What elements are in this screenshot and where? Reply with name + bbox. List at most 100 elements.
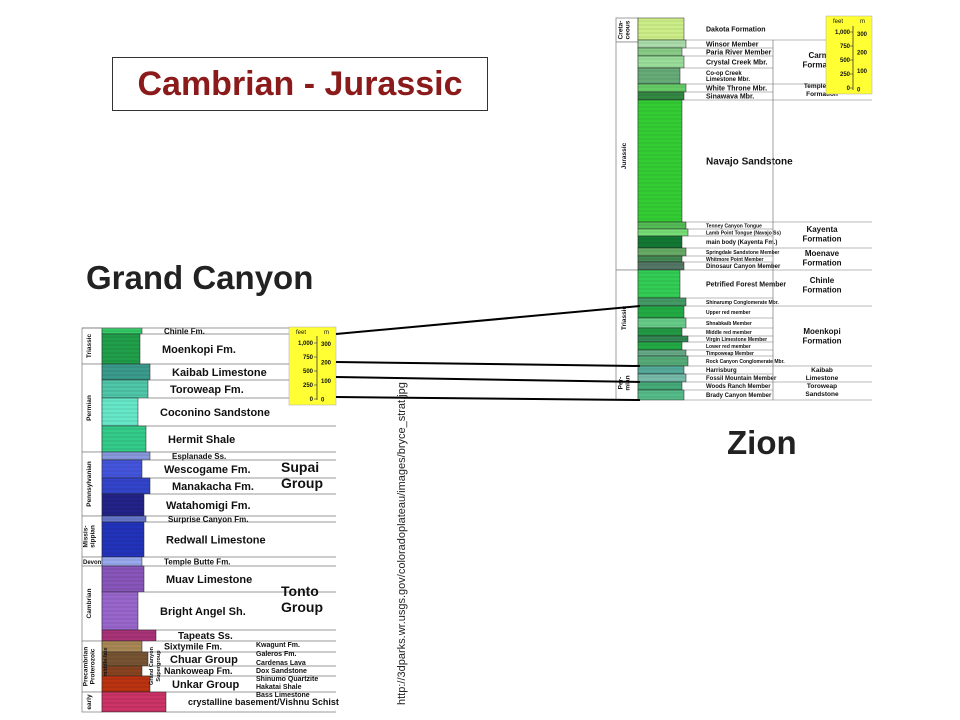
zion-scale-feet-tick: 500 (840, 58, 851, 64)
gc-layer-name: Sixtymile Fm. (164, 642, 222, 652)
zion-formation-label: Moenave (805, 249, 840, 258)
gc-period-label: Proterozoic (90, 648, 97, 684)
zion-layer-name: Paria River Member (706, 49, 772, 56)
gc-scale-header-feet: feet (296, 330, 306, 336)
title-box: Cambrian - Jurassic (112, 57, 488, 111)
gc-scale-feet-tick: 500 (303, 369, 314, 375)
gc-layer-name: Chinle Fm. (164, 327, 205, 336)
zion-period-label: mian (625, 375, 632, 390)
zion-layer-name: Navajo Sandstone (706, 157, 793, 168)
zion-layer-name: Fossil Mountain Member (706, 376, 777, 382)
zion-period-label: Triassic (621, 306, 628, 331)
zion-layer-co-op-creek (637, 67, 681, 85)
gc-layer-temple-butte-fm (101, 556, 143, 567)
zion-layer-brady-canyon-member (637, 389, 685, 401)
correlation-lines (335, 305, 641, 401)
correlation-line-3 (335, 376, 641, 383)
zion-formation-label: Carmel (808, 51, 835, 60)
grand-canyon-label: Grand Canyon (86, 259, 314, 296)
gc-supergroup-label: Grand Canyon (149, 646, 155, 685)
zion-formation-label: Chinle (810, 276, 835, 285)
zion-column: Creta-ceous Jurassic Triassic Per-mian Dakot… (615, 15, 873, 401)
correlation-line-1 (335, 305, 641, 335)
zion-period-label: Creta- (618, 21, 625, 40)
gc-scale-feet-tick: 1,000 (298, 341, 314, 347)
gc-scale-header-m: m (324, 330, 329, 336)
zion-formation-label: Formation (802, 259, 841, 268)
gc-scale-meter-tick: 0 (321, 398, 325, 404)
gc-layer-tapeats-ss (101, 629, 157, 642)
zion-scale-meter-tick: 300 (857, 32, 868, 38)
gc-layer-name: Wescogame Fm. (164, 464, 251, 476)
gc-scale-meter-tick: 300 (321, 342, 332, 348)
gc-layer-name: Muav Limestone (166, 574, 252, 586)
gc-period-label: Precambrian (83, 647, 90, 686)
gc-group-label: Supai (281, 459, 319, 475)
gc-period-label: Missis- (83, 525, 90, 547)
zion-formation-label: Limestone (806, 375, 839, 382)
zion-formation-label: Kayenta (806, 225, 838, 234)
zion-scale-feet-tick: 0 (847, 86, 851, 92)
gc-period-label: sippian (90, 525, 97, 548)
gc-layer-name: Manakacha Fm. (172, 481, 254, 493)
gc-subunit-label: Hakatai Shale (256, 684, 302, 691)
zion-scale-header-m: m (860, 19, 865, 25)
gc-layer-name: Coconino Sandstone (160, 407, 270, 419)
correlation-line-4 (335, 396, 641, 401)
gc-scale-box (288, 326, 337, 406)
zion-period-label: ceous (625, 20, 632, 39)
gc-proterozoic-sublabel: middle-late (103, 647, 109, 676)
zion-formation-label: Formation (802, 235, 841, 244)
correlation-line-2 (335, 361, 641, 367)
zion-layer-main-body-kayenta-fm (637, 235, 683, 249)
zion-scale-meter-tick: 200 (857, 51, 868, 57)
zion-scale-meter-tick: 100 (857, 69, 868, 75)
zion-layer-name: Limestone Mbr. (706, 77, 750, 83)
zion-layer-name: White Throne Mbr. (706, 85, 767, 92)
gc-period-label: Triassic (86, 334, 93, 359)
zion-layer-rock-canyon-conglomerate-mbr (637, 355, 689, 367)
zion-layer-name: Woods Ranch Member (706, 384, 771, 390)
zion-formation-label: Moenkopi (803, 327, 840, 336)
gc-scale-meter-tick: 100 (321, 379, 332, 385)
gc-subunit-label: Kwagunt Fm. (256, 642, 300, 649)
gc-layer-unkar-group (101, 675, 151, 693)
gc-period-label: Cambrian (86, 588, 93, 618)
page-title: Cambrian - Jurassic (137, 64, 463, 103)
zion-layer-name: Upper red member (706, 310, 751, 316)
zion-layer-name: Virgin Limestone Member (706, 337, 767, 343)
gc-subunit-label: Shinumo Quartzite (256, 676, 318, 683)
gc-layer-name: Kaibab Limestone (172, 367, 267, 379)
gc-scale-feet-tick: 750 (303, 355, 314, 361)
zion-layer-name: Dinosaur Canyon Member (706, 264, 781, 270)
zion-period-label: Per- (618, 377, 625, 390)
gc-layer-redwall-limestone (101, 521, 145, 558)
zion-layer-name: Petrified Forest Member (706, 281, 786, 288)
zion-layer-name: main body (Kayenta Fm.) (706, 240, 777, 246)
zion-layer-name: Harrisburg (706, 368, 737, 374)
zion-layer-upper-red-member (637, 305, 685, 319)
zion-layer-name: Shnabkaib Member (706, 321, 752, 327)
gc-layer-name: Unkar Group (172, 679, 240, 691)
zion-period-label: Jurassic (621, 142, 628, 169)
gc-layer-name: crystalline basement/Vishnu Schist (188, 697, 339, 707)
gc-layer-name: Bright Angel Sh. (160, 606, 246, 618)
gc-period-label: Permian (86, 395, 93, 421)
zion-layer-lamb-point-tongue-navajo-ss (637, 228, 689, 237)
zion-scale-meter-tick: 0 (857, 88, 861, 94)
gc-layer-name: Chuar Group (170, 654, 238, 666)
gc-layer-name: Toroweap Fm. (170, 384, 244, 396)
zion-layer-name: Rock Canyon Conglomerate Mbr. (706, 359, 785, 365)
zion-formation-label: Formation (802, 337, 841, 346)
gc-group-label: Tonto (281, 583, 319, 599)
zion-layer-shnabkaib-member (637, 317, 687, 329)
gc-subunit-label: Dox Sandstone (256, 668, 307, 675)
gc-layer-name: Esplanade Ss. (172, 452, 226, 461)
grand-canyon-column: Triassic Permian Pennsylvanian Missis-sippi… (81, 326, 339, 713)
zion-layer-name: Springdale Sandstone Member (706, 250, 779, 256)
zion-layer-name: Co-op Creek (706, 71, 742, 77)
zion-layer-navajo-sandstone (637, 99, 683, 223)
zion-scale-feet-tick: 250 (840, 72, 851, 78)
zion-layer-name: Dakota Formation (706, 26, 766, 33)
